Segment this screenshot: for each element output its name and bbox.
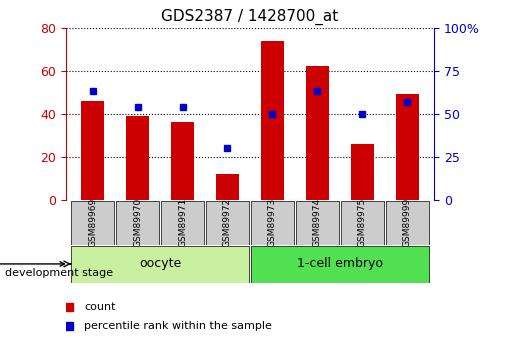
FancyBboxPatch shape — [71, 246, 249, 283]
Text: GSM89970: GSM89970 — [133, 198, 142, 247]
Text: development stage: development stage — [5, 268, 113, 277]
FancyBboxPatch shape — [341, 201, 384, 245]
Text: oocyte: oocyte — [139, 257, 181, 270]
Text: GSM89971: GSM89971 — [178, 198, 187, 247]
Bar — [126, 116, 149, 200]
Text: GSM89975: GSM89975 — [358, 198, 367, 247]
Bar — [351, 144, 374, 200]
Text: GSM89969: GSM89969 — [88, 198, 97, 247]
FancyBboxPatch shape — [206, 201, 249, 245]
FancyBboxPatch shape — [116, 201, 159, 245]
Text: GSM89974: GSM89974 — [313, 198, 322, 247]
Text: GSM89999: GSM89999 — [403, 198, 412, 247]
Text: development stage: development stage — [0, 259, 65, 269]
Bar — [81, 101, 104, 200]
Text: 1-cell embryo: 1-cell embryo — [297, 257, 383, 270]
Text: count: count — [84, 302, 116, 312]
Bar — [216, 174, 239, 200]
Title: GDS2387 / 1428700_at: GDS2387 / 1428700_at — [162, 9, 338, 25]
FancyBboxPatch shape — [71, 201, 114, 245]
FancyBboxPatch shape — [386, 201, 429, 245]
Text: GSM89973: GSM89973 — [268, 198, 277, 247]
Bar — [306, 66, 329, 200]
FancyBboxPatch shape — [296, 201, 339, 245]
Bar — [261, 41, 284, 200]
Bar — [396, 95, 419, 200]
Text: percentile rank within the sample: percentile rank within the sample — [84, 321, 272, 331]
Text: GSM89972: GSM89972 — [223, 198, 232, 247]
FancyBboxPatch shape — [251, 201, 294, 245]
FancyBboxPatch shape — [251, 246, 429, 283]
Bar — [171, 122, 194, 200]
FancyBboxPatch shape — [161, 201, 204, 245]
